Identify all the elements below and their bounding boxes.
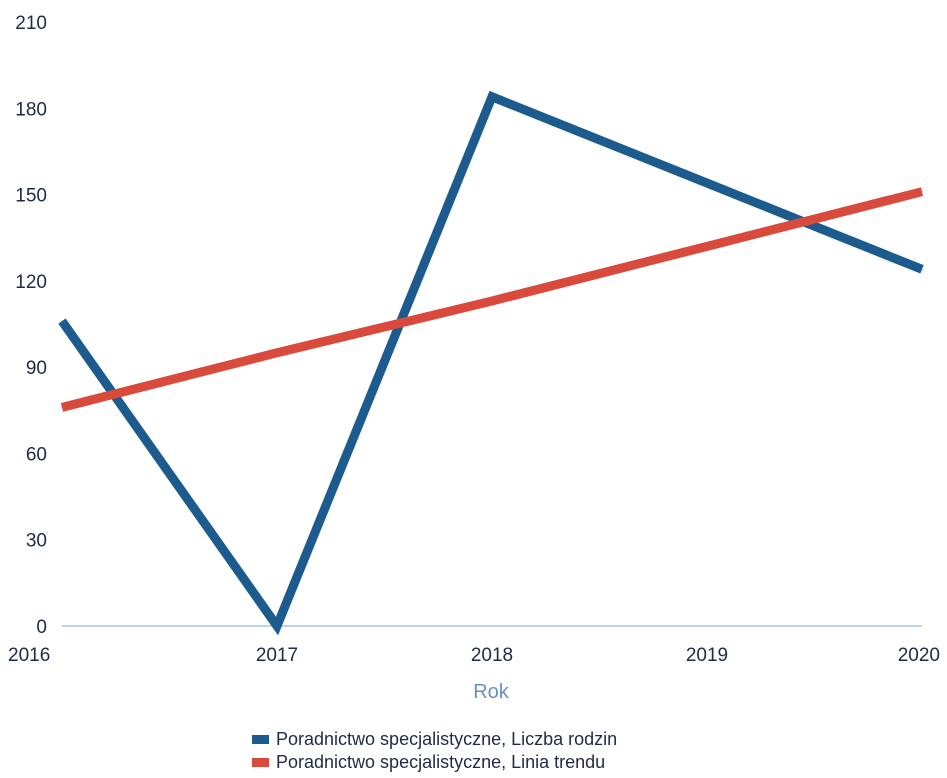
legend: Poradnictwo specjalistyczne, Liczba rodz… [252,728,617,774]
y-tick-label: 90 [26,358,47,379]
x-axis-ticks: 2016 2017 2018 2019 2020 [8,645,940,666]
legend-label: Poradnictwo specjalistyczne, Linia trend… [276,752,606,772]
line-chart: 0 30 60 90 120 150 180 210 2016 2017 2018 2019 2020… [8,13,940,703]
series-line-1 [60,187,924,412]
legend-item-linia-trendu: Poradnictwo specjalistyczne, Linia trend… [252,751,617,774]
y-tick-label: 120 [15,272,47,293]
series-line-0 [58,90,924,636]
y-axis-ticks: 0 30 60 90 120 150 180 210 [15,13,47,638]
y-tick-label: 0 [36,617,47,638]
series-lines [58,90,924,636]
x-tick-label: 2018 [471,645,513,666]
data-point [61,406,63,408]
legend-swatch-red [252,758,269,767]
y-tick-label: 60 [26,444,47,465]
data-point [491,96,493,98]
data-point [276,625,278,627]
x-tick-label: 2019 [686,645,728,666]
y-tick-label: 180 [15,99,47,120]
data-point [276,352,278,354]
data-point [921,191,923,193]
data-point [61,320,63,322]
y-tick-label: 30 [26,531,47,552]
x-tick-label: 2016 [8,645,50,666]
data-point [921,268,923,270]
y-tick-label: 210 [15,13,47,34]
x-tick-label: 2017 [256,645,298,666]
data-point [491,300,493,302]
y-tick-label: 150 [15,186,47,207]
x-axis-title: Rok [473,681,510,703]
data-point [706,182,708,184]
legend-item-liczba-rodzin: Poradnictwo specjalistyczne, Liczba rodz… [252,728,617,751]
legend-label: Poradnictwo specjalistyczne, Liczba rodz… [276,729,618,749]
x-tick-label: 2020 [898,645,940,666]
data-point [706,245,708,247]
legend-swatch-blue [252,735,269,744]
